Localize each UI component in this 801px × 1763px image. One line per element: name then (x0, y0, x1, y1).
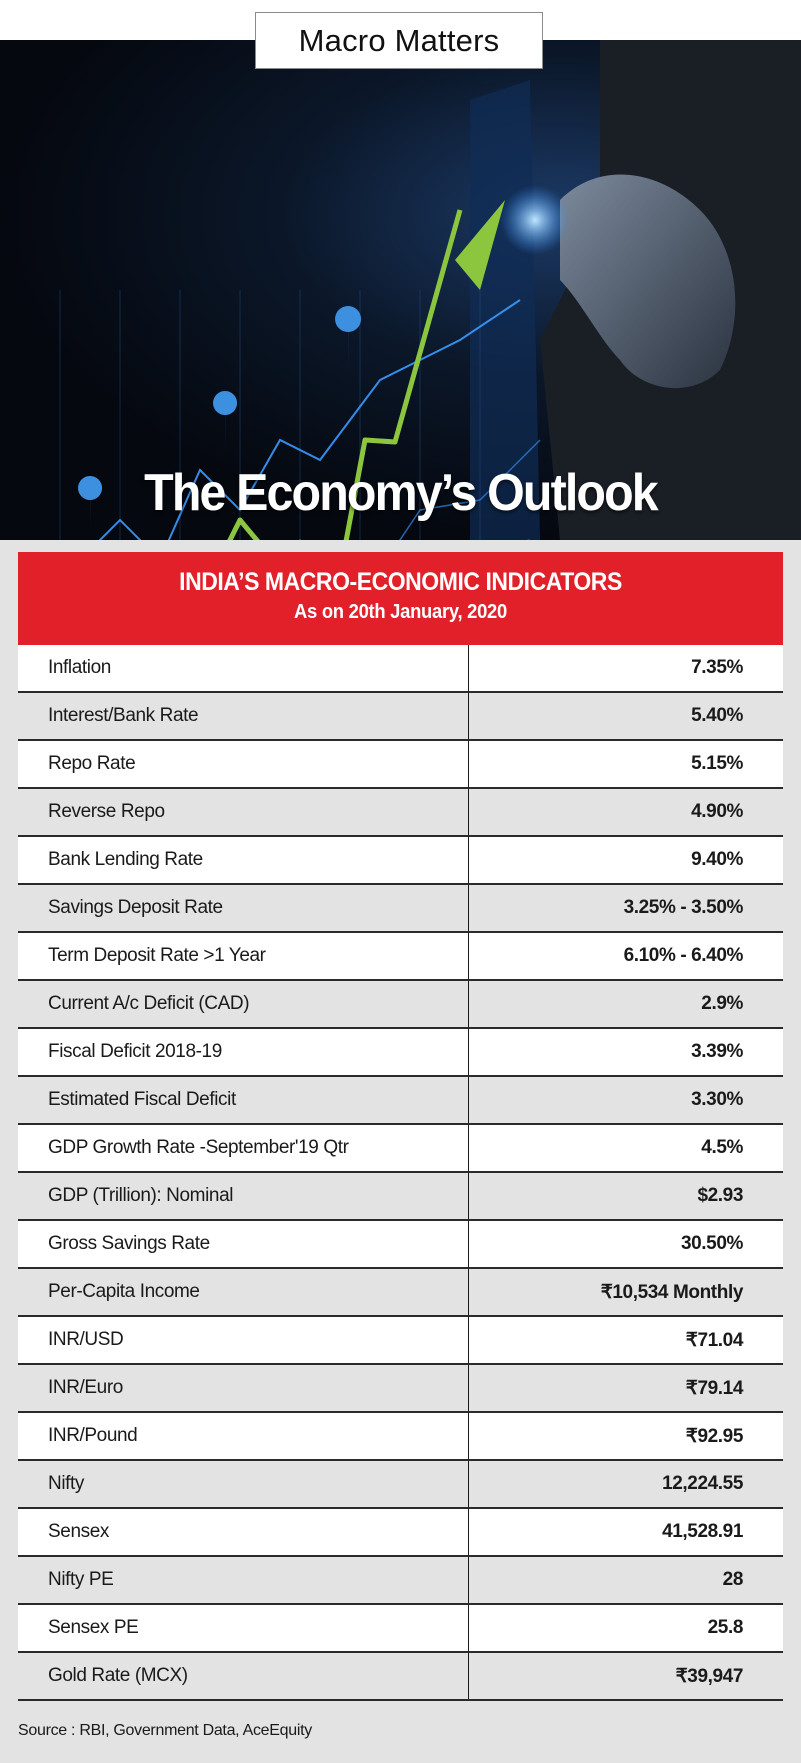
indicator-label: Current A/c Deficit (CAD) (18, 981, 469, 1027)
section-banner: Macro Matters (255, 12, 543, 69)
indicator-value: ₹71.04 (685, 1329, 744, 1351)
table-row: INR/Euro ₹79.14 (18, 1365, 783, 1413)
table-row: GDP (Trillion): Nominal $2.93 (18, 1173, 783, 1221)
indicator-label: Savings Deposit Rate (18, 885, 469, 931)
indicator-label: Interest/Bank Rate (18, 693, 469, 739)
indicator-label: INR/Euro (18, 1365, 469, 1411)
indicator-label: Sensex (18, 1509, 469, 1555)
table-row: INR/Pound ₹92.95 (18, 1413, 783, 1461)
indicator-value: 5.15% (691, 753, 743, 774)
blue-line-1 (98, 299, 521, 540)
indicator-value: 3.25% - 3.50% (623, 897, 744, 918)
indicator-label: INR/USD (18, 1317, 469, 1363)
hand-shape (560, 174, 736, 389)
table-row: Fiscal Deficit 2018-19 3.39% (18, 1029, 783, 1077)
table-row: Bank Lending Rate 9.40% (18, 837, 783, 885)
table-row: Gross Savings Rate 30.50% (18, 1221, 783, 1269)
rising-chart-illustration (59, 40, 801, 540)
table-row: GDP Growth Rate -September'19 Qtr 4.5% (18, 1125, 783, 1173)
indicator-value: 2.9% (701, 993, 743, 1014)
indicators-table: Inflation 7.35% Interest/Bank Rate 5.40% Rep… (18, 645, 783, 1701)
table-row: Interest/Bank Rate 5.40% (18, 693, 783, 741)
indicator-label: Bank Lending Rate (18, 837, 469, 883)
indicator-value: ₹10,534 Monthly (600, 1281, 744, 1303)
indicator-value: 30.50% (680, 1233, 743, 1254)
indicator-label: Sensex PE (18, 1605, 469, 1651)
indicator-value: 6.10% - 6.40% (623, 945, 744, 966)
indicator-label: Nifty PE (18, 1557, 469, 1603)
table-row: Sensex 41,528.91 (18, 1509, 783, 1557)
indicator-label: Gross Savings Rate (18, 1221, 469, 1267)
source-note: Source : RBI, Government Data, AceEquity (18, 1722, 312, 1739)
indicator-value: 9.40% (691, 849, 743, 870)
indicator-value: 12,224.55 (662, 1473, 743, 1494)
indicator-label: Nifty (18, 1461, 469, 1507)
indicator-value: 41,528.91 (662, 1521, 743, 1542)
indicator-value: 25.8 (707, 1617, 744, 1638)
table-row: Nifty PE 28 (18, 1557, 783, 1605)
hero-image (0, 40, 801, 540)
indicator-label: GDP Growth Rate -September'19 Qtr (18, 1125, 469, 1171)
map-pins (78, 306, 362, 530)
table-title: INDIA’S MACRO-ECONOMIC INDICATORS (179, 568, 622, 596)
grid-lines (59, 290, 481, 540)
table-row: Term Deposit Rate >1 Year 6.10% - 6.40% (18, 933, 783, 981)
indicator-value: 5.40% (691, 705, 743, 726)
indicator-value: 28 (722, 1569, 744, 1590)
blue-line-2 (299, 439, 541, 540)
table-row: Nifty 12,224.55 (18, 1461, 783, 1509)
table-row: Sensex PE 25.8 (18, 1605, 783, 1653)
indicator-label: Reverse Repo (18, 789, 469, 835)
table-subtitle: As on 20th January, 2020 (294, 601, 507, 623)
table-row: Inflation 7.35% (18, 645, 783, 693)
indicator-label: Per-Capita Income (18, 1269, 469, 1315)
indicator-value: $2.93 (697, 1185, 743, 1206)
indicator-label: INR/Pound (18, 1413, 469, 1459)
green-trend-line (227, 209, 463, 540)
table-row: INR/USD ₹71.04 (18, 1317, 783, 1365)
indicator-value: 4.5% (701, 1137, 743, 1158)
indicator-value: 7.35% (691, 657, 743, 678)
table-row: Estimated Fiscal Deficit 3.30% (18, 1077, 783, 1125)
indicator-label: Fiscal Deficit 2018-19 (18, 1029, 469, 1075)
green-arrow-head (455, 200, 505, 290)
table-row: Repo Rate 5.15% (18, 741, 783, 789)
table-row: Reverse Repo 4.90% (18, 789, 783, 837)
page-title: The Economy’s Outlook (144, 464, 659, 522)
indicator-label: Inflation (18, 645, 469, 691)
table-row: Per-Capita Income ₹10,534 Monthly (18, 1269, 783, 1317)
indicator-value: 4.90% (691, 801, 743, 822)
indicator-label: Estimated Fiscal Deficit (18, 1077, 469, 1123)
indicator-value: 3.39% (691, 1041, 743, 1062)
table-row: Savings Deposit Rate 3.25% - 3.50% (18, 885, 783, 933)
table-header: INDIA’S MACRO-ECONOMIC INDICATORS As on … (18, 552, 783, 645)
indicator-value: ₹92.95 (685, 1425, 744, 1447)
indicator-label: Term Deposit Rate >1 Year (18, 933, 469, 979)
indicator-value: ₹79.14 (685, 1377, 744, 1399)
table-row: Current A/c Deficit (CAD) 2.9% (18, 981, 783, 1029)
indicator-value: ₹39,947 (675, 1665, 744, 1687)
indicator-label: Repo Rate (18, 741, 469, 787)
indicator-label: Gold Rate (MCX) (18, 1653, 469, 1699)
glowing-point (500, 185, 570, 255)
indicator-value: 3.30% (691, 1089, 743, 1110)
indicator-label: GDP (Trillion): Nominal (18, 1173, 469, 1219)
table-row: Gold Rate (MCX) ₹39,947 (18, 1653, 783, 1701)
